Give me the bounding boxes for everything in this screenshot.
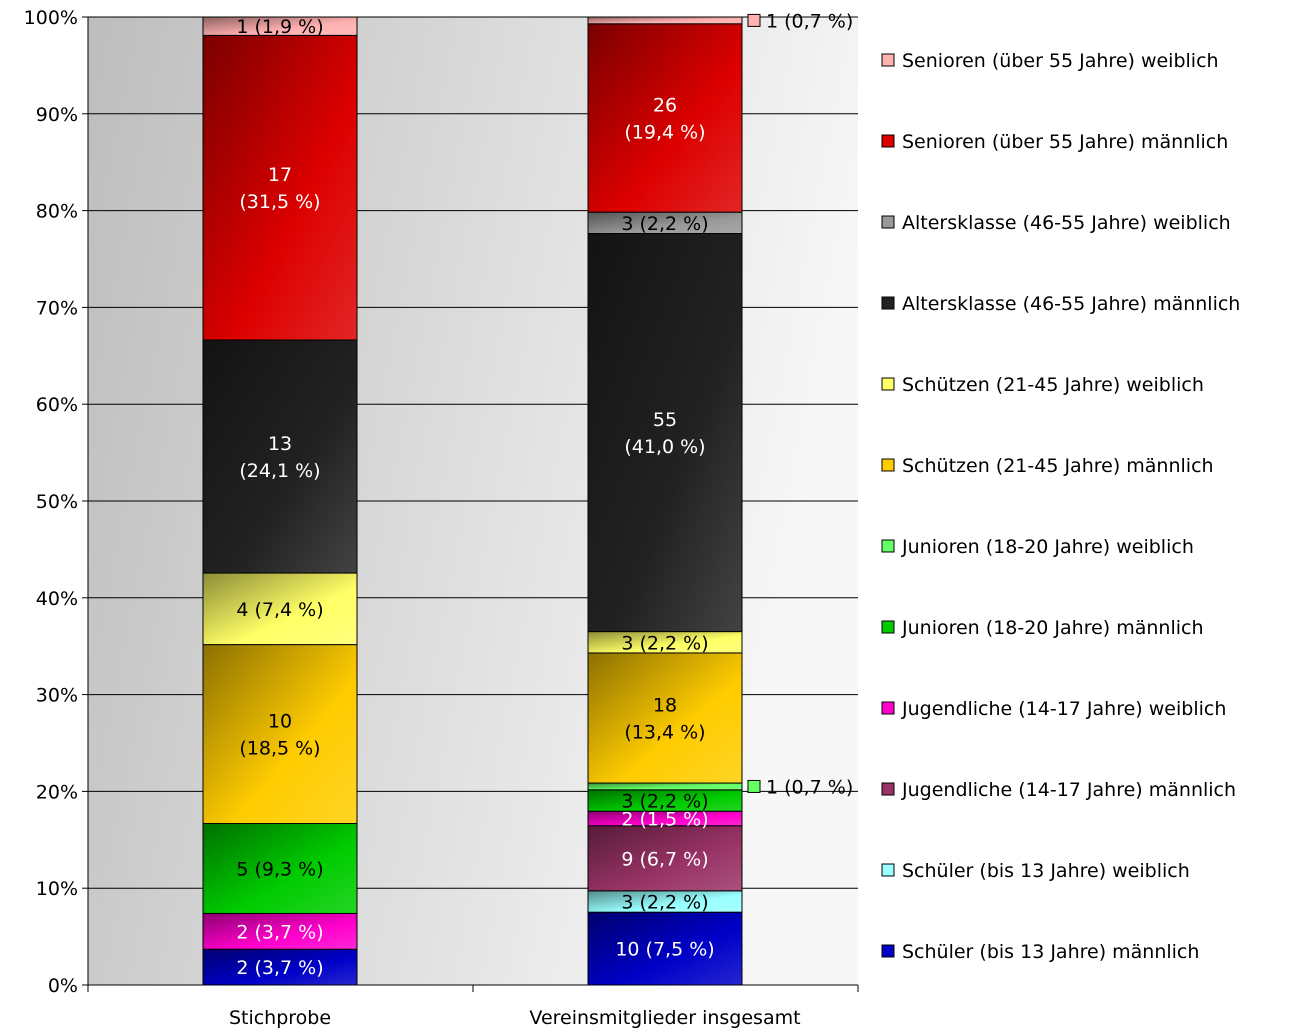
- x-tick-label: Stichprobe: [229, 1007, 331, 1029]
- data-label: 1 (0,7 %): [766, 10, 853, 32]
- legend-swatch: [881, 377, 895, 391]
- bar-segment: [202, 16, 358, 36]
- y-tick-label: 60%: [36, 394, 78, 416]
- data-label: 26: [653, 94, 677, 116]
- legend-label: Altersklasse (46-55 Jahre) weiblich: [902, 212, 1231, 234]
- legend-label: Schüler (bis 13 Jahre) männlich: [902, 941, 1199, 963]
- legend-label: Jugendliche (14-17 Jahre) weiblich: [901, 698, 1226, 720]
- data-label: 1 (0,7 %): [766, 776, 853, 798]
- legend-swatch: [881, 215, 895, 229]
- legend-swatch: [881, 863, 895, 877]
- y-tick-label: 70%: [36, 297, 78, 319]
- data-label: 17: [268, 164, 292, 186]
- data-label: (24,1 %): [239, 460, 320, 482]
- data-label: (31,5 %): [239, 191, 320, 213]
- bar-segment: [587, 782, 743, 791]
- bar-segment: [587, 825, 743, 892]
- data-label: 2 (3,7 %): [236, 957, 323, 979]
- legend-swatch: [881, 53, 895, 67]
- legend-swatch: [881, 134, 895, 148]
- y-tick-label: 10%: [36, 878, 78, 900]
- data-label: 1 (1,9 %): [236, 16, 323, 38]
- legend-swatch: [881, 944, 895, 958]
- data-label: 10 (7,5 %): [615, 939, 714, 961]
- legend-label: Junioren (18-20 Jahre) männlich: [901, 617, 1204, 639]
- legend-label: Junioren (18-20 Jahre) weiblich: [901, 536, 1194, 558]
- legend-label: Schützen (21-45 Jahre) männlich: [902, 455, 1214, 477]
- outside-label-marker: [747, 779, 761, 793]
- data-label: 3 (2,2 %): [621, 791, 708, 813]
- legend-label: Schützen (21-45 Jahre) weiblich: [902, 374, 1204, 396]
- data-label: 55: [653, 409, 677, 431]
- data-label: 2 (3,7 %): [236, 921, 323, 943]
- data-label: 5 (9,3 %): [236, 858, 323, 880]
- bar-segment: [202, 912, 358, 950]
- legend-label: Senioren (über 55 Jahre) männlich: [902, 131, 1228, 153]
- data-label: 18: [653, 694, 677, 716]
- bar-segment: [587, 652, 743, 784]
- legend-label: Altersklasse (46-55 Jahre) männlich: [902, 293, 1240, 315]
- y-tick-label: 50%: [36, 491, 78, 513]
- y-tick-label: 20%: [36, 781, 78, 803]
- data-label: 3 (2,2 %): [621, 892, 708, 914]
- data-label: 9 (6,7 %): [621, 848, 708, 870]
- x-tick-label: Vereinsmitglieder insgesamt: [529, 1007, 800, 1029]
- bar-segment: [202, 339, 358, 574]
- bar-segment: [202, 34, 358, 341]
- data-label: 10: [268, 711, 292, 733]
- y-tick-label: 40%: [36, 588, 78, 610]
- legend-swatch: [881, 701, 895, 715]
- outside-label-marker: [747, 13, 761, 27]
- data-label: (19,4 %): [624, 121, 705, 143]
- y-tick-label: 30%: [36, 685, 78, 707]
- data-label: (13,4 %): [624, 721, 705, 743]
- legend-swatch: [881, 620, 895, 634]
- legend-swatch: [881, 782, 895, 796]
- data-label: 2 (1,5 %): [621, 808, 708, 830]
- data-label: (41,0 %): [624, 436, 705, 458]
- bar-segment: [202, 823, 358, 914]
- data-label: 3 (2,2 %): [621, 213, 708, 235]
- data-label: 4 (7,4 %): [236, 599, 323, 621]
- bar-segment: [587, 23, 743, 213]
- bar-segment: [587, 16, 743, 25]
- legend-swatch: [881, 296, 895, 310]
- y-tick-label: 0%: [48, 975, 78, 997]
- legend-label: Senioren (über 55 Jahre) weiblich: [902, 50, 1219, 72]
- y-tick-label: 100%: [24, 7, 78, 29]
- bar-segment: [587, 233, 743, 633]
- legend-swatch: [881, 539, 895, 553]
- y-tick-label: 80%: [36, 201, 78, 223]
- legend-swatch: [881, 458, 895, 472]
- bar-segment: [587, 911, 743, 986]
- y-tick-label: 90%: [36, 104, 78, 126]
- data-label: (18,5 %): [239, 738, 320, 760]
- bar-segment: [202, 644, 358, 825]
- data-label: 13: [268, 433, 292, 455]
- legend-label: Jugendliche (14-17 Jahre) männlich: [901, 779, 1236, 801]
- bar-segment: [202, 948, 358, 986]
- data-label: 3 (2,2 %): [621, 632, 708, 654]
- legend-label: Schüler (bis 13 Jahre) weiblich: [902, 860, 1190, 882]
